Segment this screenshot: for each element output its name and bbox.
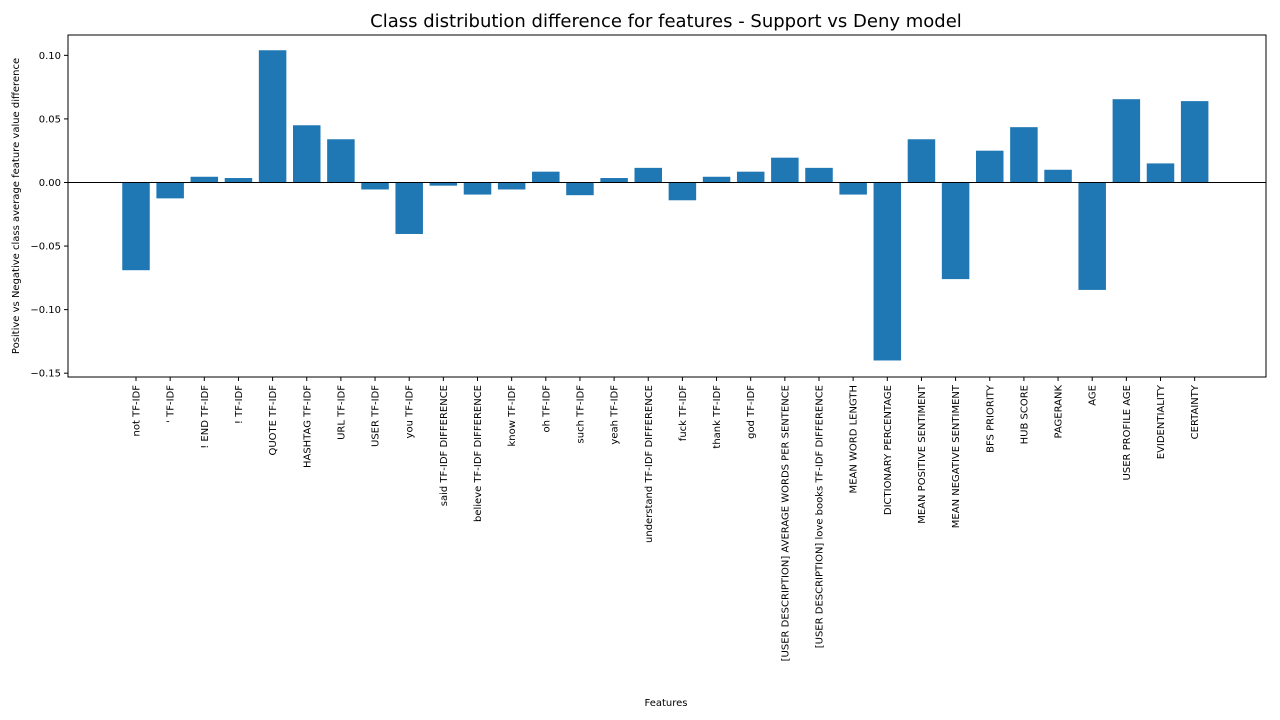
- bar: [736, 171, 765, 183]
- x-tick-label: URL TF-IDF: [336, 385, 347, 440]
- x-tick-label: HASHTAG TF-IDF: [302, 385, 313, 468]
- y-tick-label: 0.00: [39, 178, 61, 189]
- bar: [258, 50, 287, 183]
- x-tick-label: AGE: [1088, 385, 1099, 406]
- bar: [976, 150, 1004, 183]
- x-tick-label: you TF-IDF: [405, 385, 416, 439]
- x-tick-label: ' TF-IDF: [166, 385, 177, 423]
- x-tick-label: MEAN WORD LENGTH: [849, 385, 860, 493]
- x-tick-label: not TF-IDF: [132, 385, 143, 437]
- x-tick-label: DICTIONARY PERCENTAGE: [883, 385, 894, 515]
- bar: [600, 178, 628, 183]
- y-axis: 0.10 0.05 0.00 −0.05 −0.10 −0.15: [30, 51, 68, 380]
- bar: [429, 182, 458, 186]
- x-tick-label: PAGERANK: [1054, 385, 1065, 439]
- x-tick-label: ! TF-IDF: [234, 385, 245, 424]
- x-tick-label: [USER DESCRIPTION] AVERAGE WORDS PER SEN…: [780, 385, 791, 661]
- y-tick-label: 0.10: [39, 51, 61, 62]
- bar: [463, 182, 492, 195]
- bar: [1078, 182, 1106, 290]
- x-tick-label: oh TF-IDF: [541, 385, 552, 433]
- bar: [907, 139, 936, 183]
- x-tick-label: EVIDENTIALITY: [1156, 384, 1167, 459]
- x-tick-label: BFS PRIORITY: [985, 384, 996, 453]
- x-tick-label: ! END TF-IDF: [200, 385, 211, 449]
- bars-layer: [122, 50, 1209, 361]
- bar: [839, 182, 867, 195]
- x-tick-label: [USER DESCRIPTION] love books TF-IDF DIF…: [815, 385, 826, 648]
- bar: [395, 182, 423, 234]
- bar: [1146, 163, 1175, 183]
- x-tick-label: know TF-IDF: [507, 385, 518, 447]
- x-axis-label: Features: [645, 698, 688, 709]
- bar: [1044, 169, 1072, 183]
- y-tick-label: −0.15: [30, 369, 61, 380]
- y-tick-label: −0.05: [30, 242, 61, 253]
- x-tick-label: said TF-IDF DIFFERENCE: [439, 385, 450, 506]
- y-axis-label: Positive vs Negative class average featu…: [11, 58, 22, 354]
- x-tick-label: USER TF-IDF: [371, 385, 382, 447]
- bar: [566, 182, 594, 196]
- bar: [805, 167, 833, 183]
- chart-title: Class distribution difference for featur…: [370, 11, 962, 32]
- x-tick-label: CERTAINTY: [1190, 384, 1201, 439]
- bar: [668, 182, 697, 201]
- bar: [941, 182, 970, 280]
- bar: [1180, 101, 1209, 183]
- bar: [1112, 99, 1141, 183]
- bar: [224, 178, 253, 183]
- bar: [1010, 127, 1038, 183]
- x-tick-label: MEAN NEGATIVE SENTIMENT: [951, 384, 962, 528]
- x-tick-label: god TF-IDF: [746, 385, 757, 439]
- x-tick-label: MEAN POSITIVE SENTIMENT: [917, 384, 928, 524]
- bar: [771, 157, 799, 183]
- x-tick-label: QUOTE TF-IDF: [268, 385, 279, 456]
- bar: [532, 171, 560, 183]
- bar: [497, 182, 526, 190]
- bar: [293, 125, 321, 183]
- x-tick-label: yeah TF-IDF: [610, 385, 621, 445]
- bar: [156, 182, 184, 199]
- bar: [634, 167, 662, 183]
- x-tick-label: fuck TF-IDF: [678, 385, 689, 441]
- x-tick-label: HUB SCORE: [1019, 385, 1030, 444]
- x-tick-label: USER PROFILE AGE: [1122, 385, 1133, 480]
- x-tick-label: believe TF-IDF DIFFERENCE: [473, 385, 484, 522]
- y-tick-label: 0.05: [39, 114, 61, 125]
- bar: [190, 176, 219, 183]
- bar: [873, 182, 902, 361]
- x-axis: not TF-IDF ' TF-IDF ! END TF-IDF ! TF-IDF QU…: [132, 377, 1201, 661]
- x-tick-label: understand TF-IDF DIFFERENCE: [644, 385, 655, 543]
- bar: [361, 182, 389, 190]
- x-tick-label: such TF-IDF: [575, 385, 586, 444]
- plot-frame: [67, 34, 1267, 378]
- bar: [327, 139, 355, 183]
- x-tick-label: thank TF-IDF: [712, 385, 723, 449]
- bar: [122, 182, 150, 271]
- y-tick-label: −0.10: [30, 305, 61, 316]
- bar: [702, 176, 731, 183]
